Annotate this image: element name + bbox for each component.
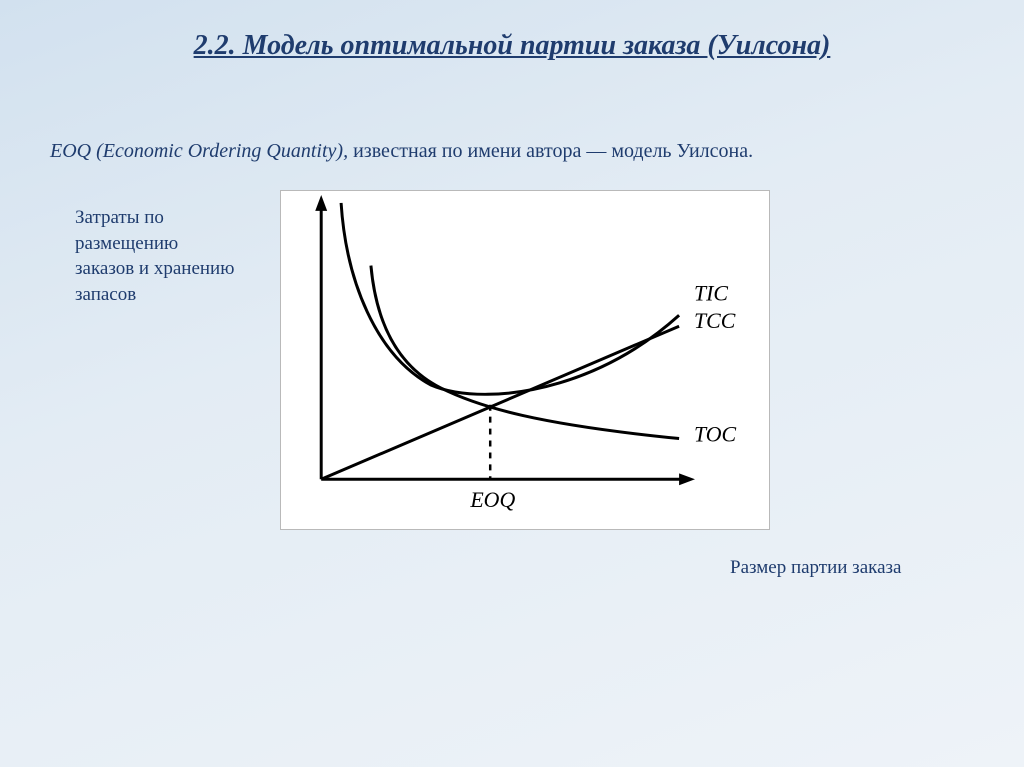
slide-subtitle: EOQ (Economic Ordering Quantity), извест… <box>50 140 974 163</box>
chart-svg: TIC TCC TOC EOQ <box>281 191 769 529</box>
tcc-curve <box>321 326 679 479</box>
toc-curve <box>371 266 679 439</box>
eoq-chart: TIC TCC TOC EOQ <box>280 190 770 530</box>
x-axis-label: Размер партии заказа <box>730 555 930 581</box>
eoq-label: EOQ <box>469 488 515 512</box>
slide-title: 2.2. Модель оптимальной партии заказа (У… <box>0 30 1024 62</box>
tcc-label: TCC <box>694 309 736 333</box>
axes <box>315 195 695 485</box>
subtitle-eoq: EOQ (Economic Ordering Quantity), <box>50 140 348 162</box>
subtitle-rest: известная по имени автора — модель Уилсо… <box>348 140 753 162</box>
y-axis-label: Затраты по размещению заказов и хранению… <box>75 205 240 308</box>
tic-curve <box>341 203 679 394</box>
slide: 2.2. Модель оптимальной партии заказа (У… <box>0 0 1024 767</box>
tic-label: TIC <box>694 281 728 305</box>
toc-label: TOC <box>694 423 737 447</box>
